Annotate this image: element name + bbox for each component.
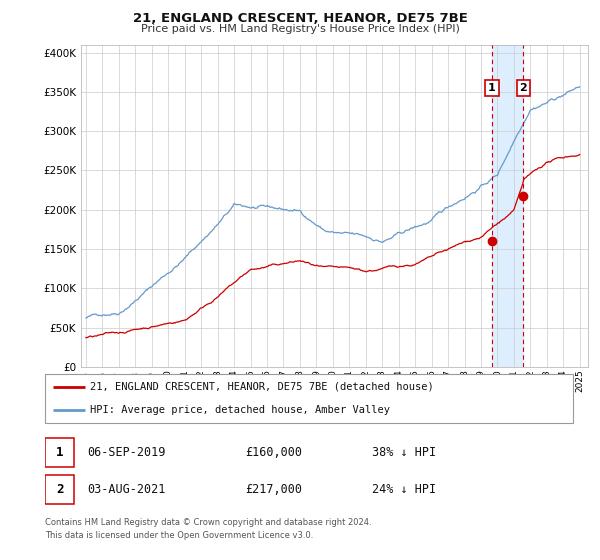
Text: Price paid vs. HM Land Registry's House Price Index (HPI): Price paid vs. HM Land Registry's House … — [140, 24, 460, 34]
Text: 06-SEP-2019: 06-SEP-2019 — [87, 446, 166, 459]
Text: 38% ↓ HPI: 38% ↓ HPI — [373, 446, 436, 459]
Text: 03-AUG-2021: 03-AUG-2021 — [87, 483, 166, 496]
Text: £160,000: £160,000 — [245, 446, 302, 459]
Bar — [45, 438, 74, 467]
Bar — [492, 45, 523, 367]
Text: 2: 2 — [520, 83, 527, 94]
Text: 21, ENGLAND CRESCENT, HEANOR, DE75 7BE (detached house): 21, ENGLAND CRESCENT, HEANOR, DE75 7BE (… — [90, 382, 434, 392]
Bar — [45, 475, 74, 503]
Text: HPI: Average price, detached house, Amber Valley: HPI: Average price, detached house, Ambe… — [90, 405, 390, 416]
Text: 1: 1 — [488, 83, 496, 94]
Text: Contains HM Land Registry data © Crown copyright and database right 2024.
This d: Contains HM Land Registry data © Crown c… — [45, 518, 371, 539]
Text: £217,000: £217,000 — [245, 483, 302, 496]
Text: 21, ENGLAND CRESCENT, HEANOR, DE75 7BE: 21, ENGLAND CRESCENT, HEANOR, DE75 7BE — [133, 12, 467, 25]
Text: 2: 2 — [56, 483, 63, 496]
Text: 1: 1 — [56, 446, 63, 459]
Text: 24% ↓ HPI: 24% ↓ HPI — [373, 483, 436, 496]
